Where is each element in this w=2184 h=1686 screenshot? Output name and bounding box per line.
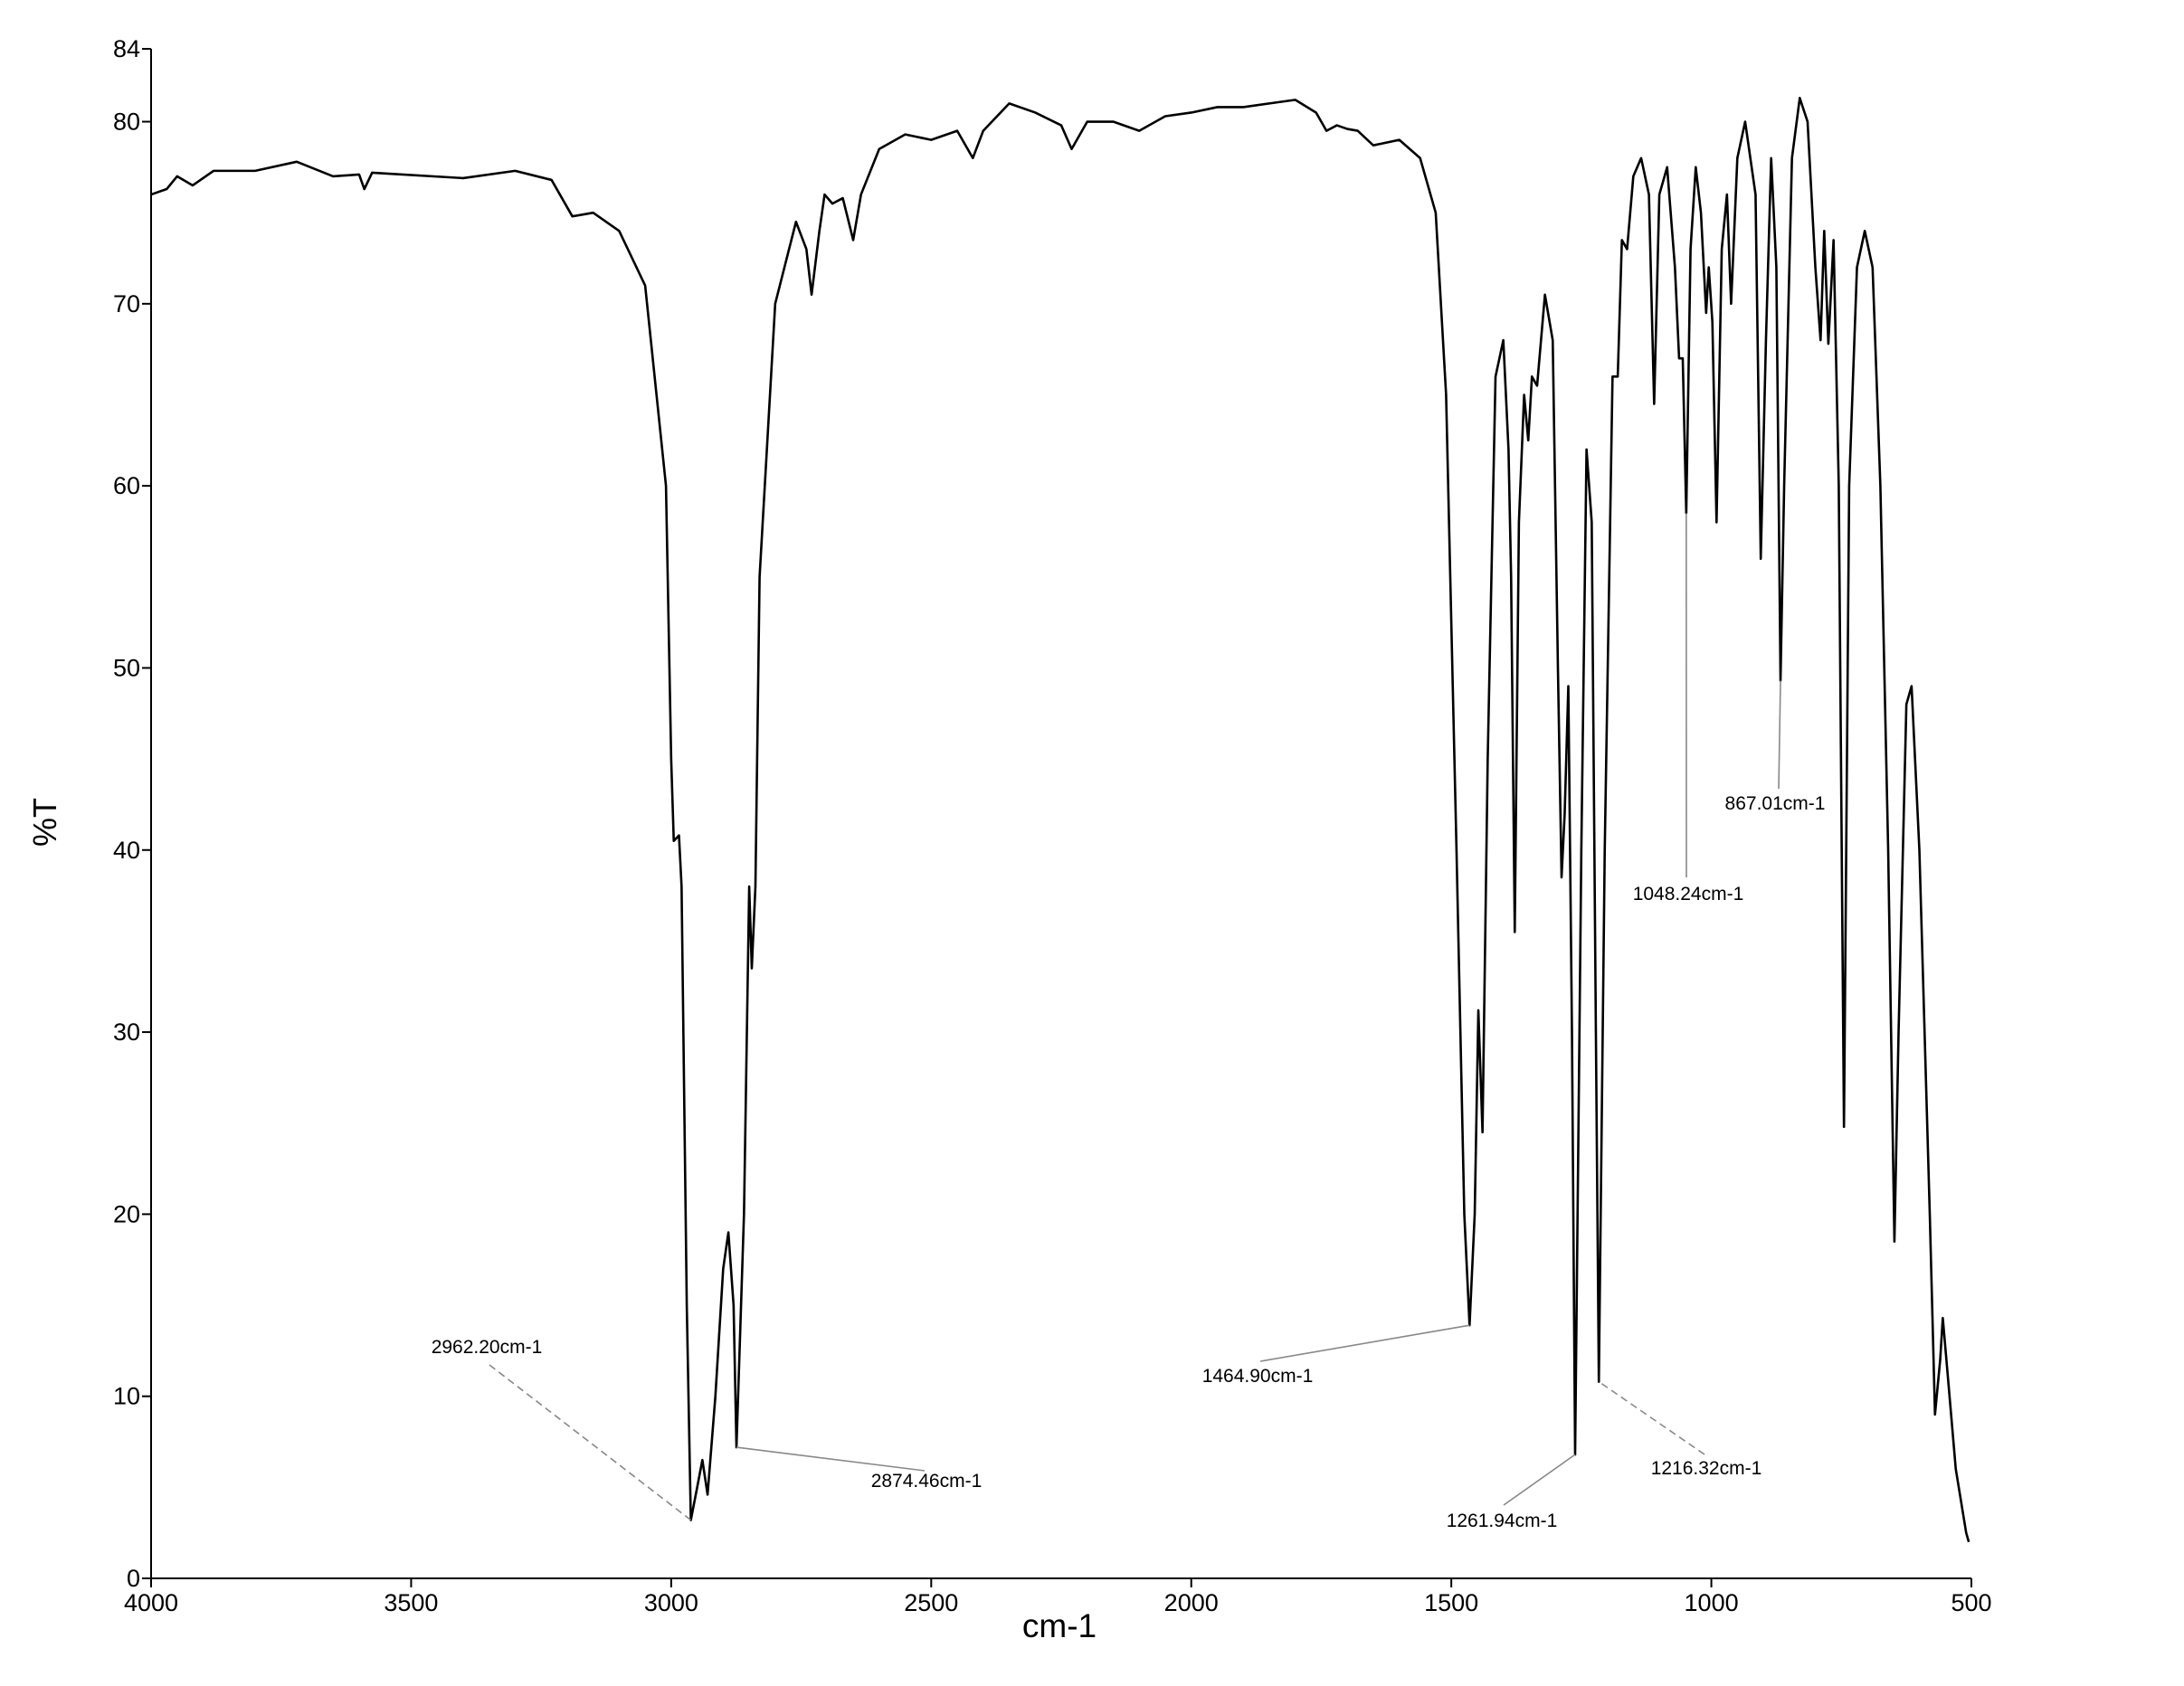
annotation-label: 1048.24cm-1 <box>1633 884 1744 905</box>
annotation-label: 1261.94cm-1 <box>1447 1511 1558 1531</box>
y-tick-label: 50 <box>113 654 140 681</box>
annotation-leader <box>489 1364 692 1521</box>
y-tick-label: 60 <box>113 472 140 499</box>
annotation-leader <box>1598 1380 1705 1455</box>
x-tick-label: 2500 <box>904 1589 958 1616</box>
y-tick-label: 70 <box>113 290 140 317</box>
y-tick-label: 30 <box>113 1018 140 1046</box>
annotation-label: 1216.32cm-1 <box>1651 1458 1762 1479</box>
x-tick-label: 4000 <box>124 1589 178 1616</box>
x-tick-label: 1000 <box>1685 1589 1739 1616</box>
y-tick-label: 40 <box>113 837 140 864</box>
x-axis-label: cm-1 <box>1022 1607 1097 1644</box>
annotation-leader <box>1503 1454 1576 1506</box>
annotation-leader <box>1259 1324 1470 1362</box>
x-tick-label: 1500 <box>1424 1589 1478 1616</box>
x-tick-label: 500 <box>1951 1589 1991 1616</box>
y-tick-label: 10 <box>113 1383 140 1410</box>
annotation-leader <box>736 1446 926 1472</box>
x-tick-label: 3000 <box>644 1589 698 1616</box>
y-tick-label: 20 <box>113 1200 140 1227</box>
annotation-label: 2962.20cm-1 <box>432 1337 543 1358</box>
annotation-label: 2874.46cm-1 <box>871 1471 983 1492</box>
y-tick-label: 84 <box>113 35 140 62</box>
x-tick-label: 3500 <box>384 1589 438 1616</box>
x-tick-label: 2000 <box>1164 1589 1219 1616</box>
annotation-label: 867.01cm-1 <box>1725 793 1826 814</box>
y-axis-label: %T <box>26 798 63 847</box>
y-tick-label: 80 <box>113 109 140 136</box>
annotation-leader <box>1778 680 1781 790</box>
spectrum-line <box>150 97 1970 1543</box>
annotation-label: 1464.90cm-1 <box>1202 1366 1314 1387</box>
y-tick-label: 0 <box>127 1565 140 1592</box>
